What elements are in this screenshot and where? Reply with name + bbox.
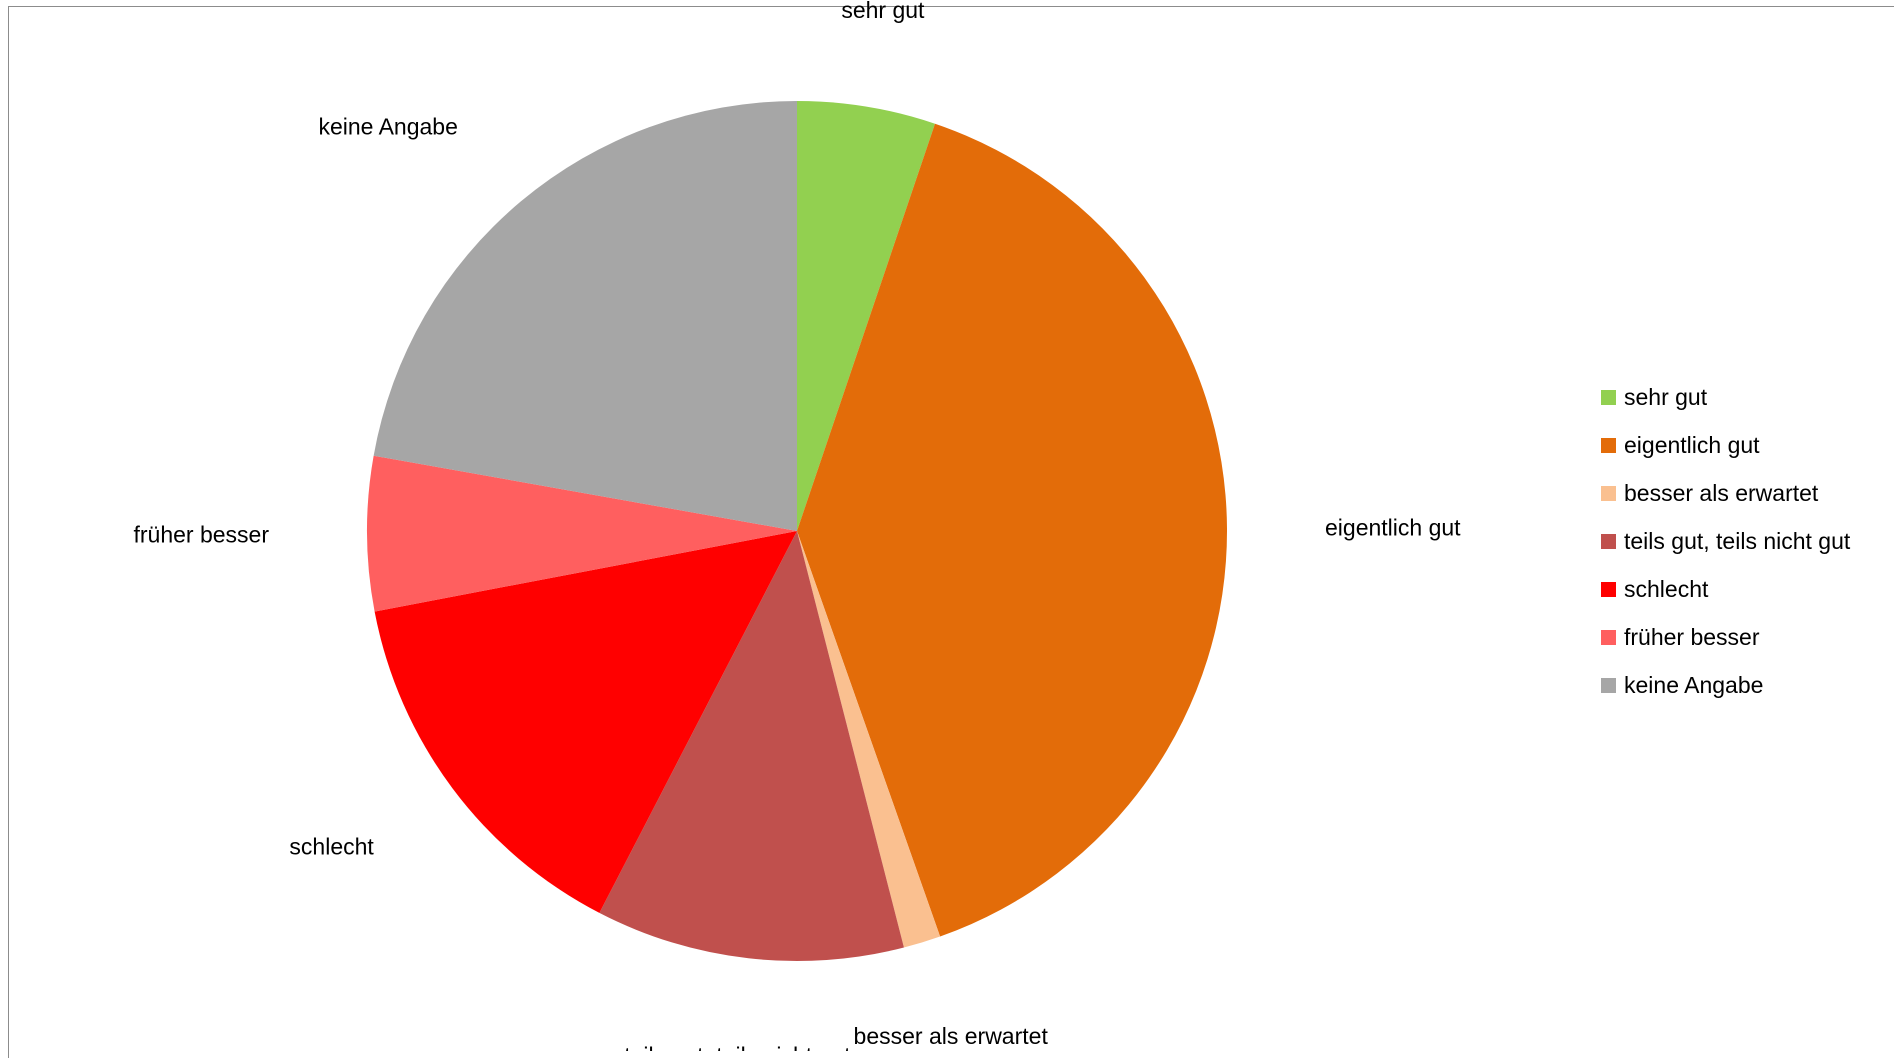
legend-swatch xyxy=(1601,677,1616,693)
legend-swatch xyxy=(1601,629,1616,645)
legend-label: sehr gut xyxy=(1624,383,1708,410)
pie-slice-teils-gut-teils-nicht-gut xyxy=(599,531,904,962)
slice-label-teils-gut-teils-nicht-gut: teils gut, teils nicht gut xyxy=(624,1043,851,1051)
pie-slice-labels: sehr gut eigentlich gut besser als erwarte… xyxy=(133,0,1461,1051)
pie-slice-sehr-gut xyxy=(797,101,936,531)
legend-label: schlecht xyxy=(1624,575,1709,602)
legend-swatch xyxy=(1601,437,1616,453)
legend-label: besser als erwartet xyxy=(1624,479,1819,506)
legend-item-schlecht: schlecht xyxy=(1601,565,1850,613)
pie-slices xyxy=(367,101,1228,962)
slice-label-frueher-besser: früher besser xyxy=(133,521,269,547)
legend-label: teils gut, teils nicht gut xyxy=(1624,527,1851,554)
slice-label-sehr-gut: sehr gut xyxy=(841,0,925,23)
legend: sehr gut eigentlich gut besser als erwarte… xyxy=(1601,373,1850,709)
legend-swatch xyxy=(1601,485,1616,501)
slice-label-keine-angabe: keine Angabe xyxy=(318,113,457,139)
legend-label: keine Angabe xyxy=(1624,671,1764,698)
pie-slice-eigentlich-gut xyxy=(797,123,1228,937)
legend-item-sehr-gut: sehr gut xyxy=(1601,373,1850,421)
legend-item-eigentlich-gut: eigentlich gut xyxy=(1601,421,1850,469)
legend-item-frueher-besser: früher besser xyxy=(1601,613,1850,661)
pie-slice-schlecht xyxy=(374,531,797,913)
pie-slice-frueher-besser xyxy=(367,455,797,612)
pie-slice-besser-als-erwartet xyxy=(797,531,941,948)
legend-item-teils-gut-teils-nicht-gut: teils gut, teils nicht gut xyxy=(1601,517,1850,565)
slice-label-eigentlich-gut: eigentlich gut xyxy=(1325,515,1461,541)
legend-item-keine-angabe: keine Angabe xyxy=(1601,661,1850,709)
pie-slice-keine-angabe xyxy=(373,101,797,531)
legend-label: früher besser xyxy=(1624,623,1760,650)
legend-label: eigentlich gut xyxy=(1624,431,1760,458)
legend-swatch xyxy=(1601,389,1616,405)
legend-item-besser-als-erwartet: besser als erwartet xyxy=(1601,469,1850,517)
slice-label-besser-als-erwartet: besser als erwartet xyxy=(854,1023,1049,1049)
slice-label-schlecht: schlecht xyxy=(289,834,374,860)
legend-swatch xyxy=(1601,581,1616,597)
chart-frame xyxy=(8,6,1894,1058)
legend-swatch xyxy=(1601,533,1616,549)
